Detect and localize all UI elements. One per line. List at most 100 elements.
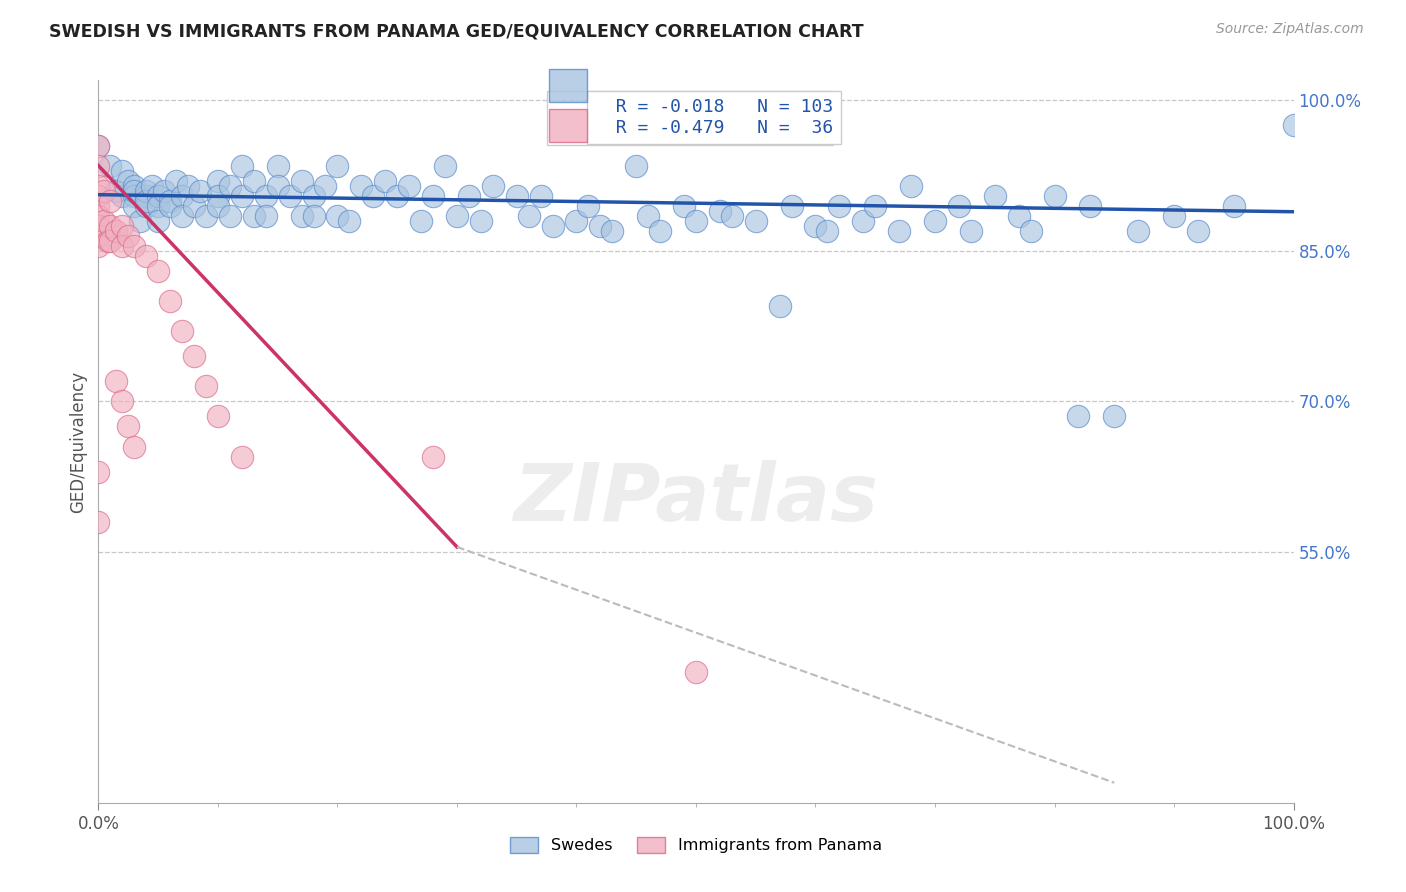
Point: [1128, 224, 1150, 238]
Point: [481, 178, 505, 193]
Point: [135, 184, 157, 198]
Point: [1163, 209, 1185, 223]
Point: [948, 199, 970, 213]
Point: [111, 163, 134, 178]
Point: [960, 224, 983, 238]
Point: [637, 209, 659, 223]
Point: [458, 188, 481, 202]
Point: [470, 213, 492, 227]
Point: [98, 234, 122, 248]
Point: [93, 213, 115, 227]
Point: [207, 188, 229, 202]
Point: [159, 199, 181, 213]
Point: [422, 188, 444, 202]
Point: [87, 188, 110, 202]
Point: [177, 178, 200, 193]
Point: [159, 194, 181, 208]
Point: [1104, 409, 1126, 424]
Point: [87, 239, 110, 253]
Point: [1080, 199, 1102, 213]
Point: [626, 159, 648, 173]
Point: [804, 219, 827, 233]
Point: [87, 228, 110, 243]
Point: [148, 199, 170, 213]
Point: [93, 184, 115, 198]
Point: [315, 178, 337, 193]
Legend: Swedes, Immigrants from Panama: Swedes, Immigrants from Panama: [503, 831, 889, 860]
Point: [385, 188, 409, 202]
Point: [87, 465, 110, 479]
Point: [254, 209, 277, 223]
Point: [231, 188, 253, 202]
Point: [411, 213, 433, 227]
Point: [105, 224, 128, 238]
Point: [267, 178, 290, 193]
Point: [135, 194, 157, 208]
Y-axis label: GED/Equivalency: GED/Equivalency: [69, 370, 87, 513]
Point: [207, 173, 229, 187]
Point: [291, 173, 314, 187]
Point: [135, 199, 157, 213]
Point: [219, 178, 242, 193]
Point: [183, 199, 205, 213]
Point: [243, 173, 266, 187]
Point: [326, 209, 349, 223]
Point: [254, 188, 277, 202]
Point: [900, 178, 922, 193]
Point: [124, 239, 146, 253]
Point: [326, 159, 349, 173]
Point: [398, 178, 420, 193]
Point: [243, 209, 266, 223]
Point: [165, 173, 187, 187]
Point: [1223, 199, 1246, 213]
Point: [172, 188, 194, 202]
Point: [117, 173, 139, 187]
Point: [1019, 224, 1042, 238]
Point: [141, 178, 163, 193]
Point: [135, 249, 157, 263]
Point: [721, 209, 744, 223]
Point: [87, 159, 110, 173]
Point: [159, 293, 181, 308]
Point: [111, 219, 134, 233]
Point: [278, 188, 301, 202]
Point: [207, 199, 229, 213]
Point: [339, 213, 361, 227]
Point: [589, 219, 612, 233]
Point: [984, 188, 1007, 202]
Text: R = -0.018   N = 103
  R = -0.479   N =  36: R = -0.018 N = 103 R = -0.479 N = 36: [595, 98, 834, 137]
Point: [565, 213, 588, 227]
Text: SWEDISH VS IMMIGRANTS FROM PANAMA GED/EQUIVALENCY CORRELATION CHART: SWEDISH VS IMMIGRANTS FROM PANAMA GED/EQ…: [49, 22, 863, 40]
Point: [153, 184, 176, 198]
Point: [291, 209, 314, 223]
Point: [172, 209, 194, 223]
Point: [446, 209, 468, 223]
Point: [87, 219, 110, 233]
Point: [87, 209, 110, 223]
Text: Source: ZipAtlas.com: Source: ZipAtlas.com: [1216, 22, 1364, 37]
Point: [148, 264, 170, 278]
Point: [148, 213, 170, 227]
Point: [231, 450, 253, 464]
Point: [541, 219, 564, 233]
Point: [195, 379, 218, 393]
Point: [1067, 409, 1090, 424]
Point: [117, 419, 139, 434]
Point: [1187, 224, 1209, 238]
Point: [302, 209, 325, 223]
Point: [434, 159, 457, 173]
Point: [1008, 209, 1031, 223]
Point: [924, 213, 946, 227]
Point: [506, 188, 529, 202]
Point: [780, 199, 803, 213]
Point: [111, 394, 134, 409]
Point: [1282, 119, 1305, 133]
Point: [267, 159, 290, 173]
Point: [219, 209, 242, 223]
Point: [105, 374, 128, 388]
Point: [865, 199, 887, 213]
Point: [188, 184, 211, 198]
Point: [768, 299, 790, 313]
Point: [124, 184, 146, 198]
Text: ZIPatlas: ZIPatlas: [513, 460, 879, 539]
